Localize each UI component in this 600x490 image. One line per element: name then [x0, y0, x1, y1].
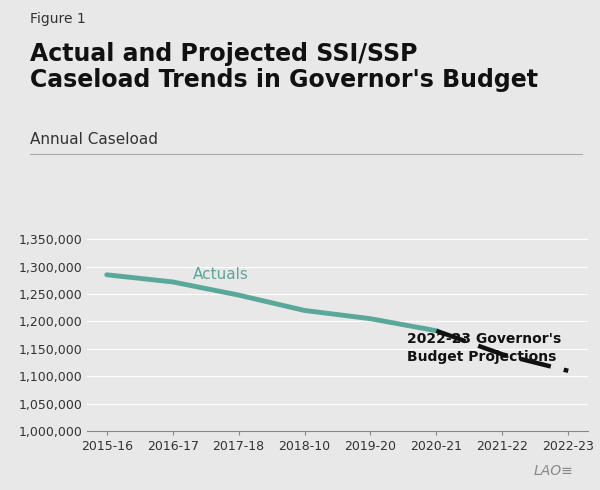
Text: LAO≡: LAO≡ [533, 464, 573, 478]
Text: Actual and Projected SSI/SSP
Caseload Trends in Governor's Budget: Actual and Projected SSI/SSP Caseload Tr… [30, 42, 538, 93]
Text: Actuals: Actuals [193, 267, 248, 282]
Text: 2022-23 Governor's
Budget Projections: 2022-23 Governor's Budget Projections [407, 332, 561, 364]
Text: Figure 1: Figure 1 [30, 12, 86, 26]
Text: Annual Caseload: Annual Caseload [30, 132, 158, 147]
